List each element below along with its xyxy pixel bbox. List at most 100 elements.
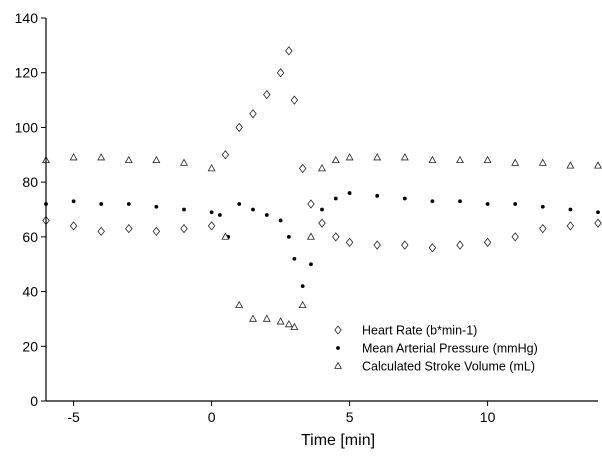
data-point: [182, 207, 186, 212]
data-point: [290, 322, 299, 330]
data-point: [298, 163, 307, 174]
data-point: [306, 232, 315, 240]
y-tick-label: 80: [22, 174, 38, 190]
data-point: [594, 161, 602, 169]
data-point: [320, 207, 324, 212]
data-point: [284, 319, 293, 328]
data-point: [402, 196, 407, 201]
y-tick-label: 140: [15, 10, 39, 26]
data-point: [309, 262, 313, 267]
plot-area: [42, 46, 602, 330]
legend-label: Heart Rate (b*min-1): [362, 324, 477, 338]
data-point: [251, 207, 255, 212]
y-tick-label: 120: [15, 65, 39, 81]
data-point: [237, 202, 242, 206]
series-3: [42, 153, 602, 330]
x-tick-label: -5: [67, 409, 80, 425]
data-point: [538, 158, 547, 166]
data-point: [286, 234, 291, 239]
data-point: [345, 153, 354, 161]
data-point: [125, 224, 133, 234]
data-point: [483, 155, 492, 164]
data-point: [345, 237, 354, 247]
data-point: [235, 300, 244, 309]
x-axis-title: Time [min]: [301, 432, 375, 449]
data-point: [180, 224, 188, 234]
data-point: [318, 218, 326, 228]
data-point: [483, 237, 492, 247]
x-tick-label: 0: [208, 409, 216, 425]
data-point: [430, 199, 435, 204]
legend: Heart Rate (b*min-1) Mean Arterial Pressu…: [334, 324, 538, 374]
data-point: [124, 155, 133, 164]
data-point: [249, 314, 257, 322]
y-tick-label: 100: [15, 119, 39, 135]
data-point: [566, 161, 575, 169]
data-point: [539, 224, 547, 234]
y-tick-label: 40: [22, 284, 38, 300]
data-point: [152, 155, 161, 164]
data-point: [262, 314, 271, 322]
data-point: [292, 256, 297, 261]
data-point: [456, 155, 464, 164]
data-point: [331, 155, 340, 164]
data-point: [249, 109, 257, 119]
data-point: [332, 232, 340, 242]
data-point: [217, 213, 222, 217]
y-tick-label: 0: [30, 393, 38, 409]
data-point: [375, 193, 380, 198]
series-2: [44, 191, 600, 288]
data-point: [276, 68, 285, 78]
data-point: [209, 210, 214, 215]
data-point: [207, 221, 216, 231]
data-point: [333, 196, 338, 201]
data-point: [596, 210, 600, 215]
data-point: [347, 191, 352, 195]
legend-marker: [336, 346, 340, 350]
y-axis-ticks: 0 20 40 60 80 100 120 140: [15, 10, 46, 409]
data-point: [154, 204, 159, 209]
data-point: [485, 202, 490, 206]
x-tick-label: 10: [480, 409, 496, 425]
data-point: [207, 164, 216, 172]
data-point: [152, 226, 161, 237]
data-point: [318, 164, 326, 172]
data-point: [99, 202, 104, 206]
data-point: [97, 226, 105, 237]
y-tick-label: 20: [22, 338, 38, 354]
data-point: [456, 240, 464, 250]
x-tick-label: 5: [346, 409, 354, 425]
y-tick-label: 60: [22, 229, 38, 245]
data-point: [540, 204, 545, 209]
data-point: [278, 218, 283, 223]
data-point: [97, 153, 106, 161]
data-point: [300, 284, 305, 288]
data-point: [221, 150, 230, 160]
data-point: [401, 240, 409, 250]
data-point: [511, 232, 519, 242]
data-point: [180, 158, 188, 166]
data-point: [373, 153, 382, 161]
data-point: [373, 240, 381, 250]
data-point: [126, 202, 131, 206]
data-point: [458, 199, 462, 204]
data-point: [568, 207, 573, 212]
data-point: [298, 300, 307, 309]
data-point: [69, 153, 78, 161]
data-point: [276, 317, 285, 325]
data-point: [428, 243, 437, 253]
data-point: [71, 199, 76, 204]
legend-marker: [334, 361, 342, 369]
data-point: [285, 46, 293, 56]
data-point: [511, 158, 520, 166]
legend-label: Calculated Stroke Volume (mL): [362, 360, 535, 374]
data-point: [263, 89, 271, 100]
data-point: [235, 122, 243, 133]
data-point: [290, 95, 299, 105]
data-point: [307, 199, 315, 209]
data-point: [513, 202, 518, 206]
series-1: [42, 46, 602, 253]
legend-label: Mean Arterial Pressure (mmHg): [362, 342, 538, 356]
data-point: [594, 218, 602, 228]
